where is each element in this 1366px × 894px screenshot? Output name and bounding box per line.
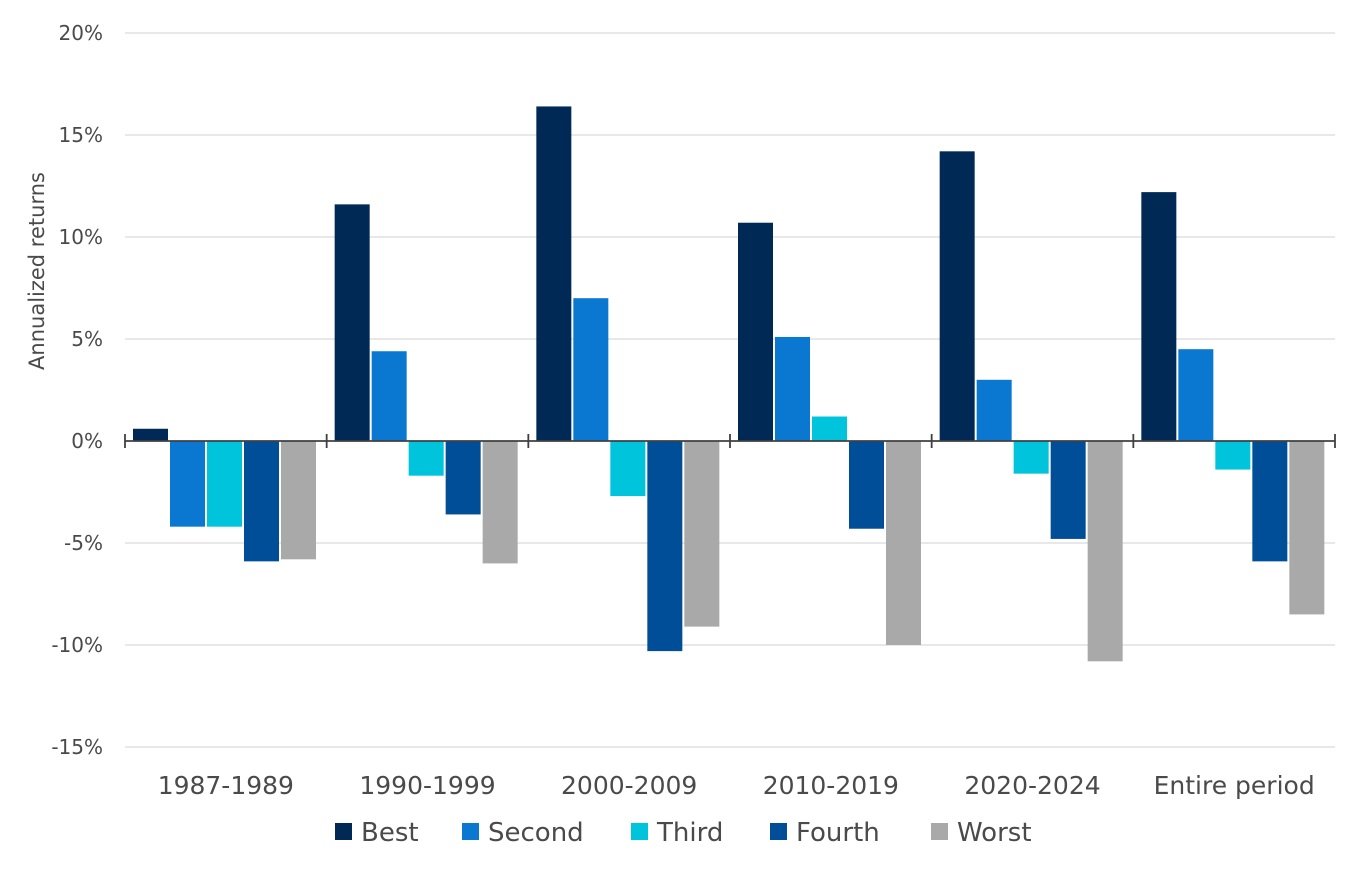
bar-third-2 [610, 441, 646, 497]
bar-third-4 [1013, 441, 1049, 474]
bar-second-4 [976, 379, 1012, 441]
bar-fourth-3 [849, 441, 884, 529]
bar-worst-3 [886, 441, 921, 645]
bar-fourth-0 [244, 441, 279, 562]
legend-label-fourth: Fourth [796, 818, 880, 848]
bar-third-1 [408, 441, 444, 476]
y-tick-label: 5% [71, 327, 103, 351]
x-category-label: 2000-2009 [561, 771, 697, 800]
bar-fourth-1 [445, 441, 481, 515]
bar-worst-4 [1087, 441, 1123, 662]
bar-worst-0 [281, 441, 316, 560]
x-category-label: 2010-2019 [763, 771, 899, 800]
y-tick-label: -10% [51, 633, 103, 657]
bar-best-2 [536, 106, 572, 441]
bar-best-1 [334, 204, 370, 441]
bar-second-0 [170, 441, 205, 527]
x-category-label: 2020-2024 [964, 771, 1100, 800]
bar-best-0 [133, 428, 168, 441]
bar-fourth-5 [1252, 441, 1288, 562]
bar-third-0 [207, 441, 242, 527]
legend-swatch-best [335, 823, 352, 840]
y-tick-label: 20% [59, 21, 103, 45]
bar-second-2 [573, 298, 609, 441]
y-axis-tick-labels: 20% 15% 10% 5% 0% -5% -10% -15% [51, 21, 103, 759]
y-tick-label: -5% [64, 531, 103, 555]
legend-label-third: Third [656, 818, 723, 848]
y-tick-label: 0% [71, 429, 103, 453]
bar-fourth-4 [1050, 441, 1086, 539]
bar-best-5 [1141, 192, 1177, 441]
bar-third-3 [812, 416, 847, 441]
x-category-label: 1990-1999 [359, 771, 495, 800]
legend-swatch-worst [931, 823, 948, 840]
legend-swatch-third [631, 823, 648, 840]
bar-best-3 [738, 222, 773, 441]
gridlines [125, 32, 1335, 748]
x-axis-category-labels: 1987-1989 1990-1999 2000-2009 2010-2019 2020… [158, 771, 1315, 800]
y-axis-title: Annualized returns [25, 172, 49, 370]
bar-second-1 [371, 351, 407, 441]
bar-worst-5 [1289, 441, 1325, 615]
legend-label-second: Second [488, 818, 584, 848]
bar-third-5 [1215, 441, 1251, 470]
legend-label-worst: Worst [957, 818, 1032, 848]
bar-second-3 [775, 336, 810, 441]
bar-worst-2 [684, 441, 720, 627]
y-tick-label: -15% [51, 735, 103, 759]
x-category-label: Entire period [1154, 771, 1315, 800]
bar-second-5 [1178, 349, 1214, 441]
bar-best-4 [939, 151, 975, 441]
legend-label-best: Best [361, 818, 419, 848]
legend: Best Second Third Fourth Worst [335, 818, 1032, 848]
x-axis [124, 434, 1336, 448]
x-category-label: 1987-1989 [158, 771, 294, 800]
legend-swatch-fourth [770, 823, 787, 840]
bar-fourth-2 [647, 441, 683, 652]
legend-swatch-second [462, 823, 479, 840]
bars [133, 106, 1325, 662]
bar-worst-1 [482, 441, 518, 564]
y-tick-label: 15% [59, 123, 103, 147]
y-tick-label: 10% [59, 225, 103, 249]
